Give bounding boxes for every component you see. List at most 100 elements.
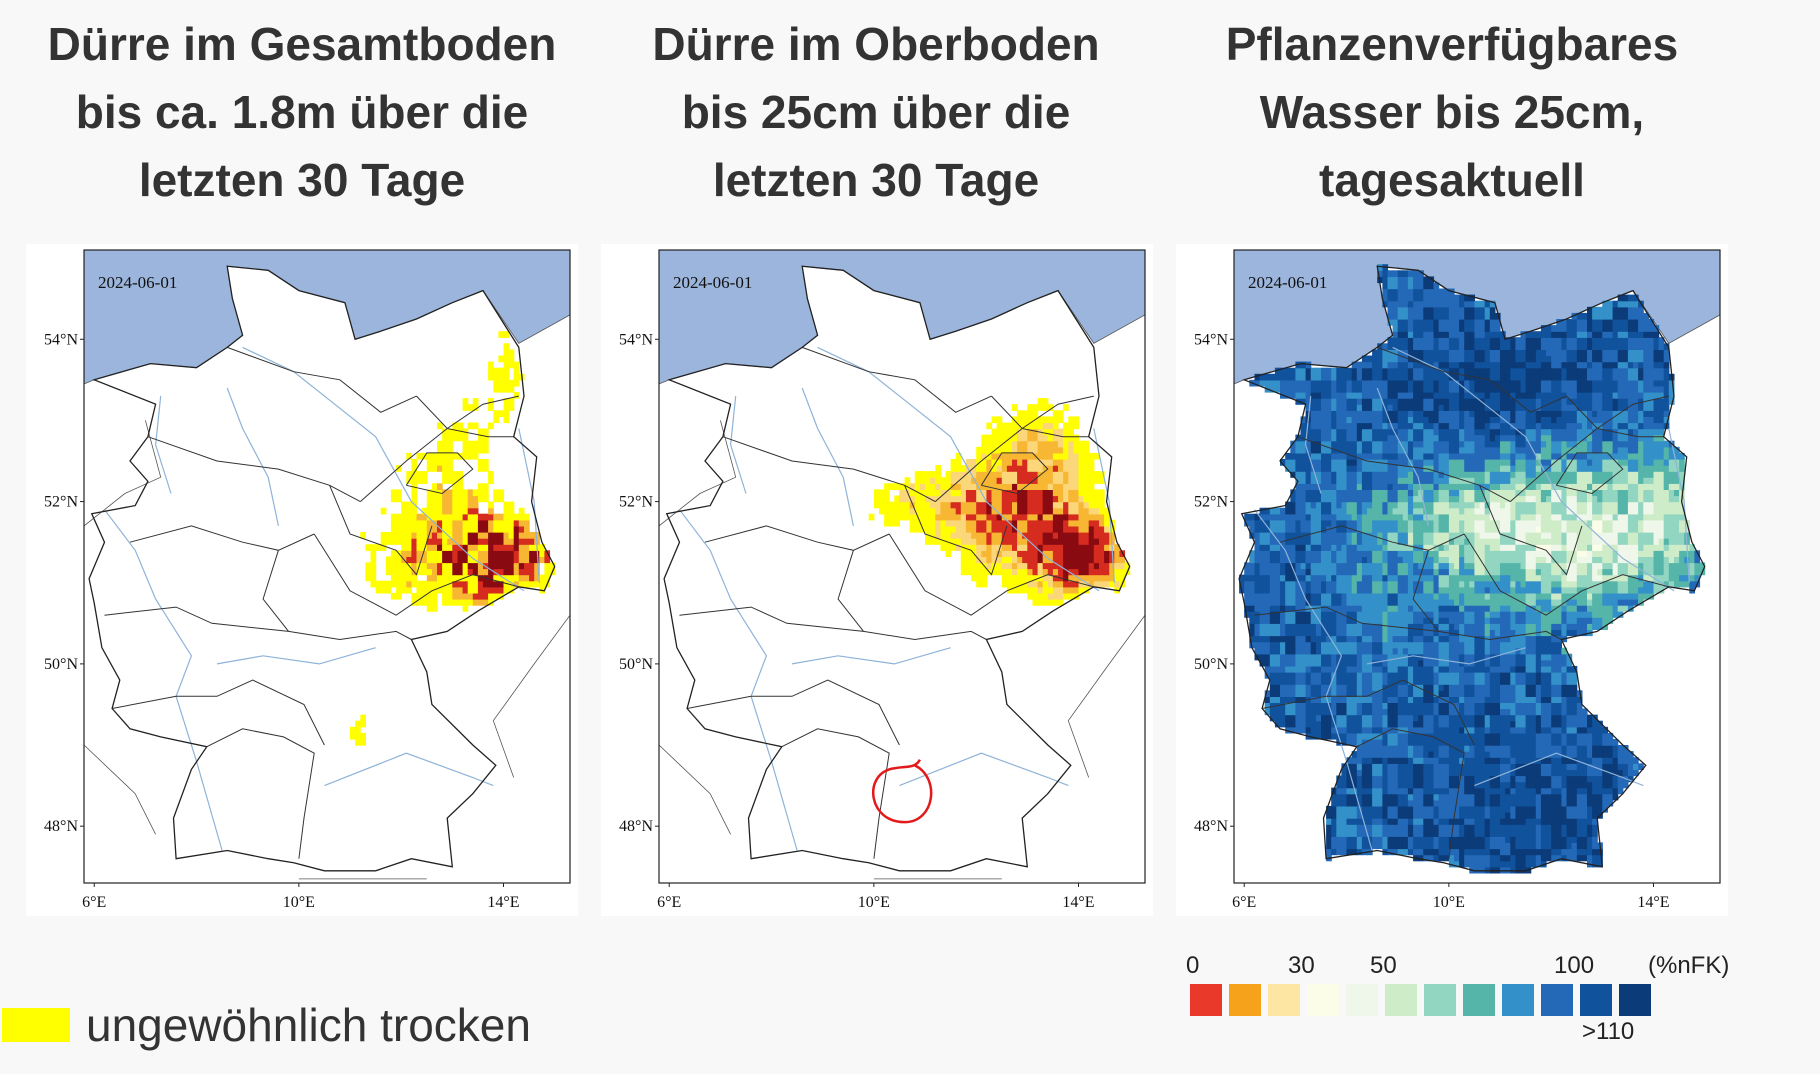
grid-cell [493, 495, 499, 503]
grid-cell [1418, 812, 1424, 819]
grid-cell [1336, 592, 1342, 600]
grid-cell [498, 538, 505, 545]
grid-cell [919, 507, 926, 515]
grid-cell [1494, 611, 1501, 618]
grid-cell [1684, 562, 1690, 570]
grid-cell [981, 556, 987, 564]
grid-cell [1012, 416, 1018, 424]
grid-cell [1295, 653, 1302, 661]
grid-cell [503, 331, 510, 338]
grid-cell [1093, 538, 1100, 545]
grid-cell [1397, 720, 1404, 728]
grid-cell [1612, 775, 1619, 783]
grid-cell [1530, 678, 1537, 685]
grid-cell [1052, 550, 1059, 557]
grid-cell [1566, 720, 1573, 728]
grid-cell [1027, 428, 1033, 436]
grid-cell [1525, 763, 1532, 770]
grid-cell [1474, 605, 1481, 612]
grid-cell [1515, 659, 1522, 667]
grid-cell [1351, 623, 1358, 630]
grid-cell [1566, 605, 1573, 612]
grid-cell [1500, 653, 1506, 661]
grid-cell [1423, 787, 1429, 795]
grid-cell [483, 513, 489, 521]
grid-cell [1597, 848, 1603, 856]
grid-cell [1331, 617, 1337, 624]
grid-cell [1587, 824, 1593, 831]
grid-cell [1083, 483, 1090, 490]
grid-cell [1397, 696, 1404, 703]
grid-cell [462, 495, 469, 503]
grid-cell [370, 574, 377, 582]
grid-cell [518, 544, 525, 551]
grid-cell [467, 568, 474, 576]
grid-cell [1001, 562, 1008, 570]
grid-cell [1259, 647, 1266, 655]
grid-cell [416, 599, 423, 606]
grid-cell [1326, 641, 1332, 649]
grid-cell [426, 574, 433, 582]
grid-cell [1556, 690, 1562, 697]
grid-cell [1454, 568, 1460, 576]
grid-cell [1290, 556, 1296, 564]
grid-cell [1367, 665, 1373, 673]
grid-cell [447, 440, 453, 448]
grid-cell [1658, 568, 1665, 576]
grid-cell [1556, 568, 1562, 576]
grid-cell [442, 446, 448, 454]
grid-cell [986, 538, 993, 545]
grid-cell [935, 507, 941, 515]
grid-cell [1423, 556, 1429, 564]
grid-cell [1576, 824, 1583, 831]
grid-cell [1382, 842, 1389, 850]
grid-cell [1068, 483, 1074, 490]
grid-cell [1525, 696, 1532, 703]
grid-cell [406, 513, 412, 521]
grid-cell [1367, 812, 1373, 819]
grid-cell [1454, 665, 1460, 673]
grid-cell [1104, 556, 1110, 564]
grid-cell [1397, 580, 1404, 588]
river-line [154, 396, 172, 494]
grid-cell [529, 574, 535, 582]
grid-cell [1535, 617, 1542, 624]
grid-cell [1088, 532, 1095, 539]
grid-cell [1612, 793, 1619, 801]
grid-cell [1510, 623, 1516, 630]
grid-cell [1423, 580, 1429, 588]
grid-cell [1259, 599, 1266, 606]
grid-cell [1571, 793, 1578, 801]
grid-cell [1402, 799, 1409, 807]
grid-cell [447, 544, 453, 551]
grid-cell [1326, 726, 1332, 734]
grid-cell [1356, 708, 1363, 716]
grid-cell [1546, 665, 1552, 673]
grid-cell [426, 519, 433, 527]
grid-cell [960, 538, 967, 545]
grid-cell [1484, 690, 1491, 697]
grid-cell [986, 495, 993, 503]
grid-cell [1448, 684, 1455, 691]
grid-cell [1239, 580, 1245, 588]
neighbor-borders [84, 420, 570, 880]
grid-cell [1377, 836, 1383, 843]
grid-cell [457, 550, 464, 557]
grid-cell [1653, 556, 1660, 564]
grid-cell [1001, 574, 1008, 582]
grid-cell [1489, 751, 1496, 758]
grid-cell [534, 556, 540, 564]
grid-cell [1551, 672, 1557, 679]
grid-cell [1443, 684, 1450, 691]
grid-cell [1622, 568, 1629, 576]
grid-cell [411, 538, 418, 545]
grid-cell [493, 586, 499, 594]
grid-cell [919, 519, 926, 527]
grid-cell [1464, 836, 1470, 843]
grid-cell [503, 367, 510, 375]
grid-cell [1392, 830, 1399, 837]
grid-cell [472, 440, 479, 448]
grid-cell [1397, 556, 1404, 564]
grid-cell [1469, 842, 1475, 850]
grid-cell [1428, 739, 1435, 746]
